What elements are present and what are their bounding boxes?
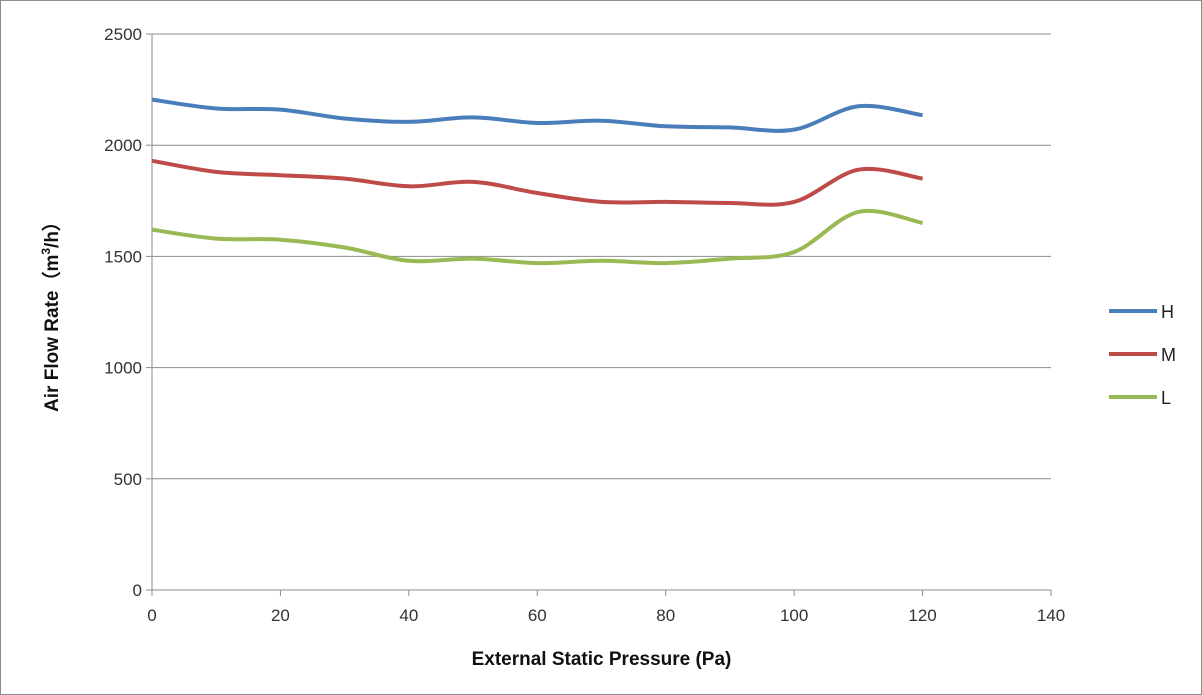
y-axis-title-tail: /h） [40, 212, 63, 248]
x-axis-title: External Static Pressure (Pa) [472, 649, 732, 670]
legend-label-l: L [1161, 388, 1171, 408]
y-tick-label: 1500 [104, 247, 142, 266]
x-tick-label: 120 [908, 606, 936, 625]
legend-label-m: M [1161, 345, 1176, 365]
axes: 0 500 1000 1500 2000 2500 0 20 40 60 80 100 120 140 [104, 25, 1065, 625]
y-tick-label: 0 [133, 581, 142, 600]
y-tick-label: 1000 [104, 359, 142, 378]
y-tick-label: 2500 [104, 25, 142, 44]
legend-label-h: H [1161, 302, 1174, 322]
y-axis-title: Air Flow Rate（m3/h） [39, 212, 63, 412]
x-tick-label: 140 [1037, 606, 1065, 625]
series-line-m [151, 158, 923, 207]
x-tick-label: 100 [780, 606, 808, 625]
y-axis-title-superscript: 3 [39, 248, 53, 255]
series-line-l [151, 208, 924, 266]
x-tick-label: 80 [656, 606, 675, 625]
y-axis-title-main: Air Flow Rate（m [40, 255, 63, 412]
series-lines [151, 97, 924, 266]
y-tick-label: 2000 [104, 136, 142, 155]
x-tick-label: 20 [271, 606, 290, 625]
x-tick-label: 0 [147, 606, 156, 625]
series-line-h [151, 97, 923, 133]
y-tick-label: 500 [114, 470, 142, 489]
gridlines [152, 33, 1051, 480]
x-tick-label: 60 [528, 606, 547, 625]
legend: H M L [1109, 302, 1176, 408]
x-tick-label: 40 [399, 606, 418, 625]
